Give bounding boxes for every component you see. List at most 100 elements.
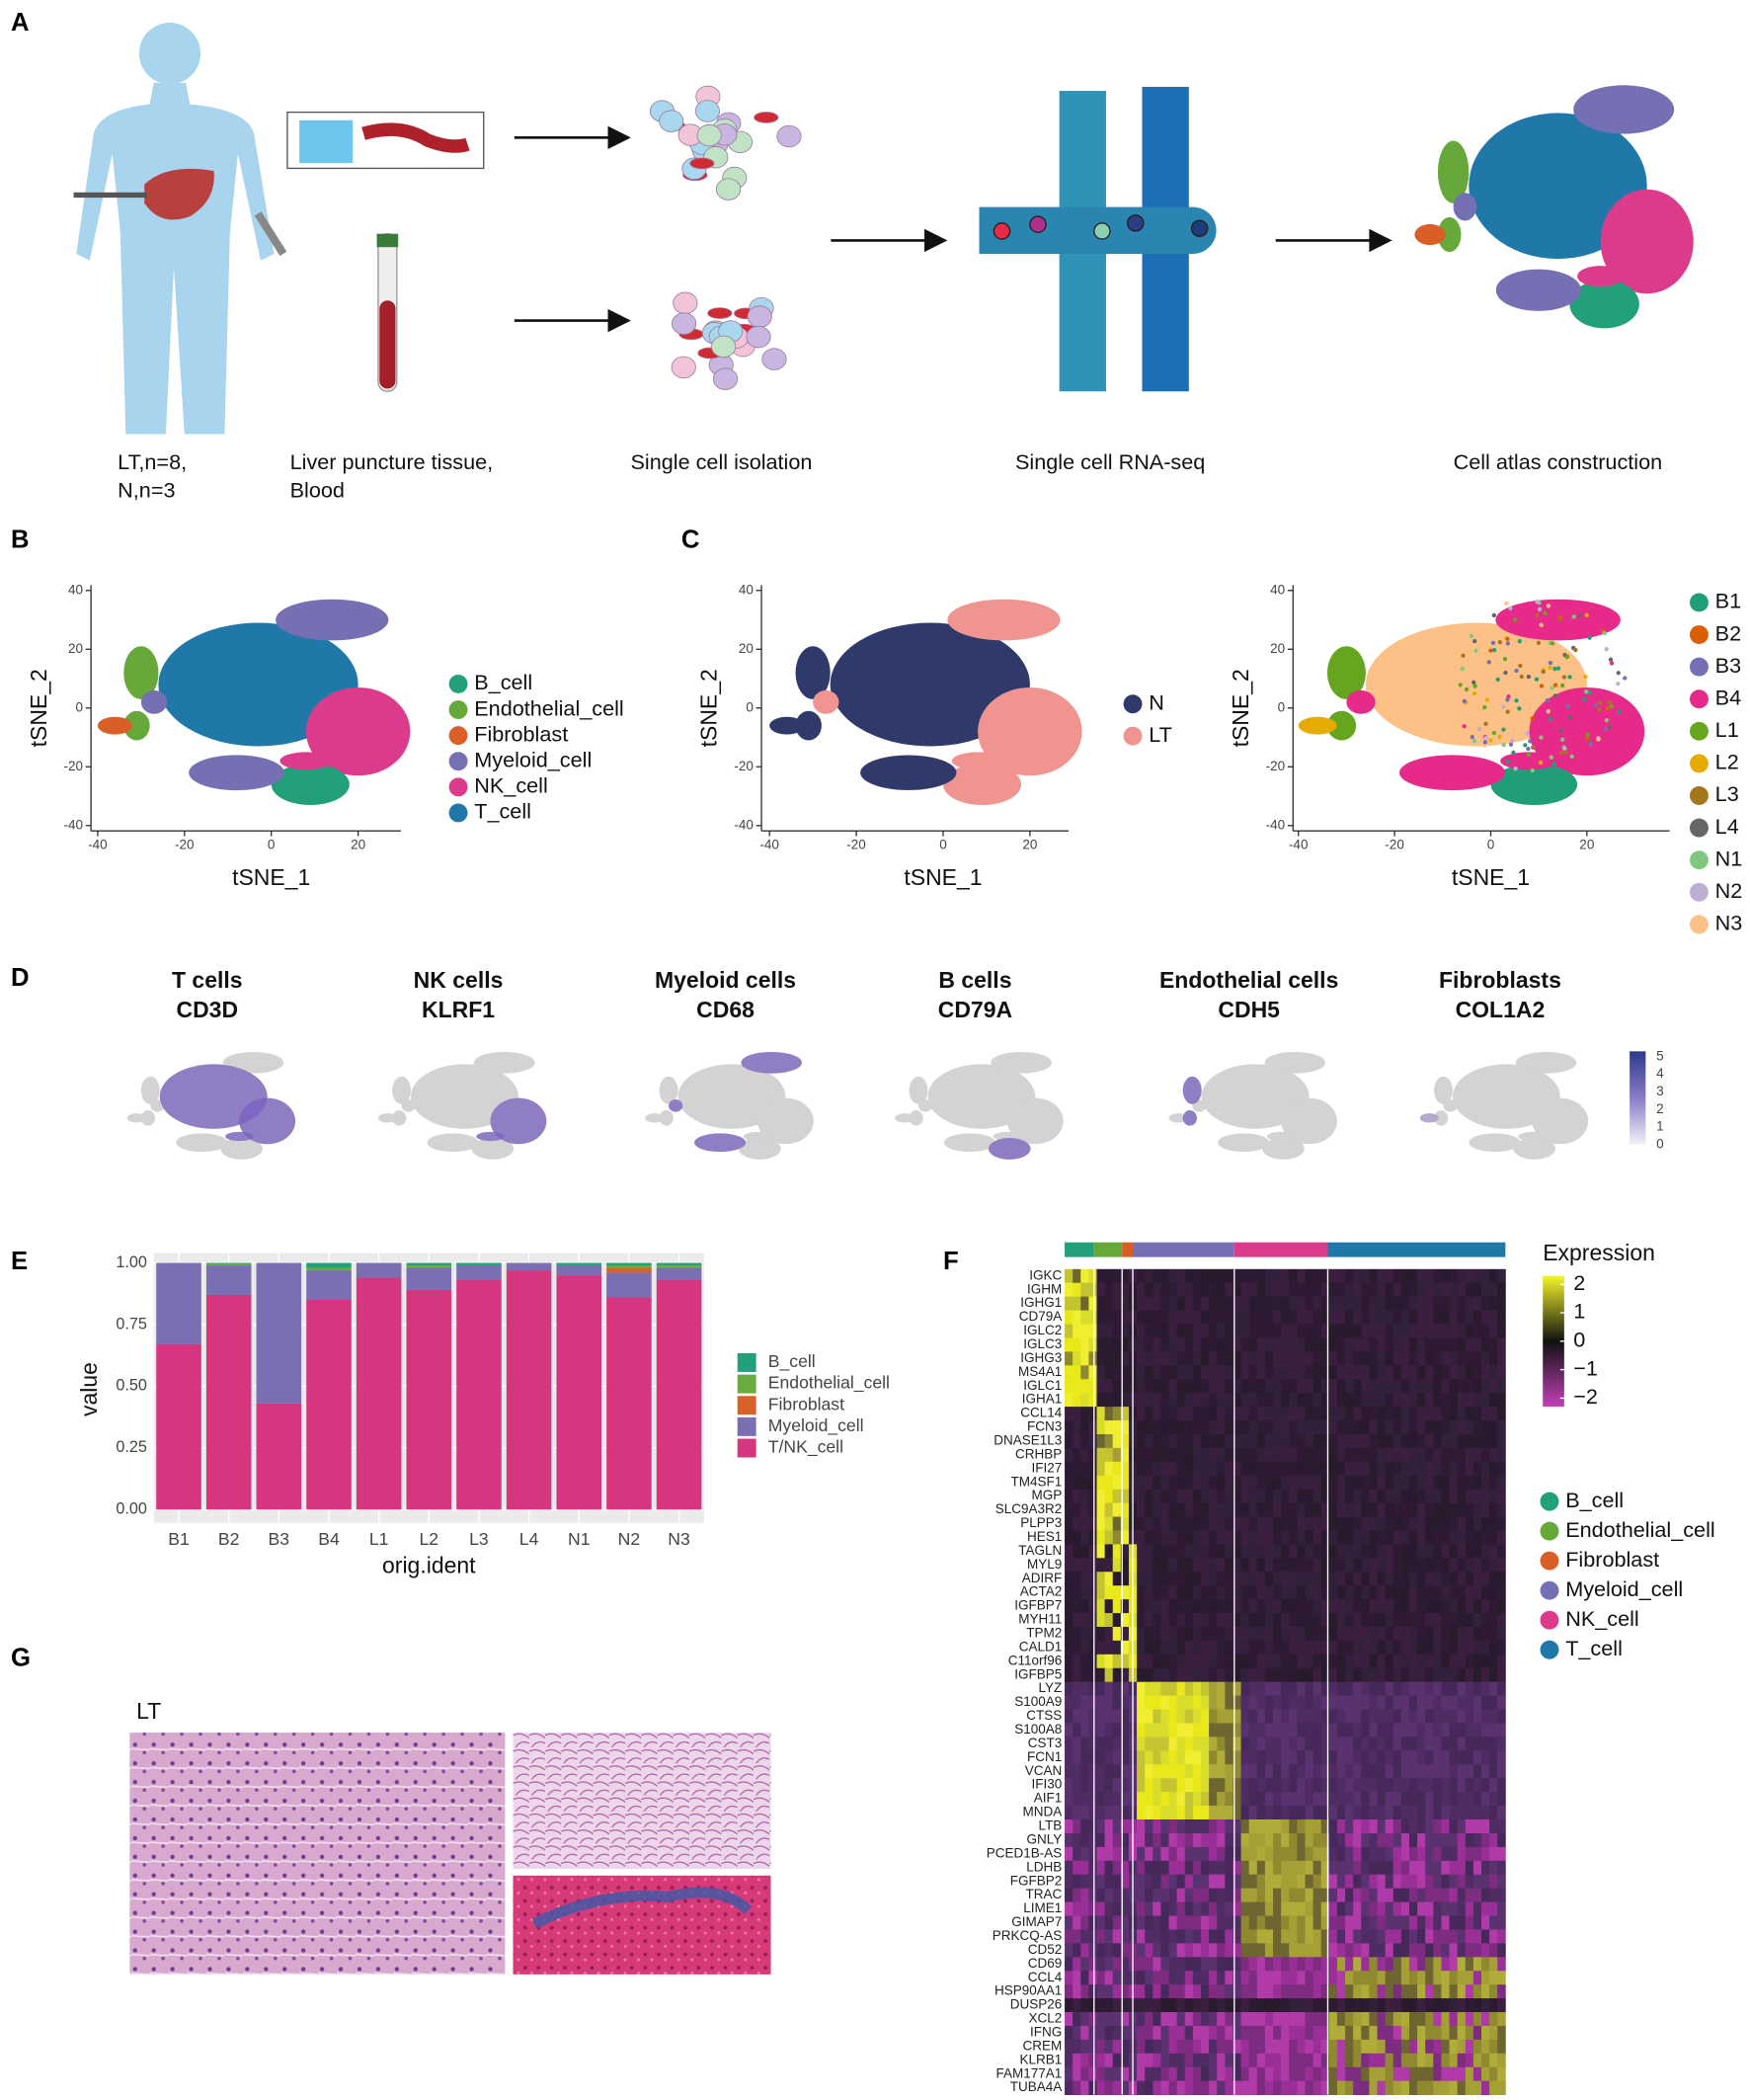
heatmap-cell	[1073, 2039, 1081, 2055]
heatmap-cell	[1256, 1407, 1266, 1421]
heatmap-cell	[1256, 1667, 1266, 1683]
heatmap-cell	[1336, 1667, 1346, 1683]
heatmap-cell	[1392, 1530, 1402, 1545]
heatmap-cell	[1328, 1310, 1338, 1325]
heatmap-cell	[1104, 1282, 1114, 1298]
heatmap-cell	[1240, 1681, 1250, 1697]
heatmap-cell	[1184, 1750, 1194, 1765]
heatmap-cell	[1176, 1613, 1186, 1628]
heatmap-cell	[1281, 1585, 1290, 1600]
heatmap-cell	[1441, 2053, 1450, 2068]
cell-dot	[1555, 666, 1561, 671]
heatmap-cell	[1281, 2025, 1290, 2041]
heatmap-cell	[1073, 1667, 1081, 1683]
heatmap-cell	[1457, 1365, 1467, 1380]
heatmap-cell	[1377, 1901, 1387, 1916]
heatmap-cell	[1472, 1599, 1482, 1614]
heatmap-cell	[1400, 1971, 1410, 1985]
heatmap-cell	[1441, 1599, 1450, 1614]
heatmap-cell	[1200, 1737, 1210, 1751]
heatmap-cell	[1369, 1888, 1378, 1902]
heatmap-cell	[1377, 1407, 1387, 1421]
x-tick-label: L1	[369, 1529, 389, 1549]
heatmap-cell	[1312, 1818, 1322, 1834]
heatmap-cell	[1289, 1502, 1298, 1517]
heatmap-cell	[1369, 1874, 1378, 1890]
heatmap-cell	[1200, 1365, 1210, 1380]
heatmap-cell	[1248, 1351, 1258, 1366]
heatmap-cell	[1465, 1530, 1474, 1545]
heatmap-cell	[1225, 1530, 1233, 1545]
heatmap-cell	[1472, 1971, 1482, 1985]
heatmap-cell	[1480, 1489, 1490, 1504]
heatmap-cell	[1209, 1681, 1218, 1697]
heatmap-cell	[1361, 2039, 1370, 2055]
heatmap-cell	[1377, 1544, 1387, 1559]
cluster	[476, 1131, 505, 1142]
heatmap-cell	[1457, 1489, 1467, 1504]
heatmap-cell	[1400, 1268, 1410, 1284]
heatmap-cell	[1328, 1998, 1338, 2013]
heatmap-cell	[1160, 1324, 1169, 1338]
heatmap-cell	[1497, 1818, 1506, 1834]
heatmap-cell	[1176, 1626, 1186, 1642]
heatmap-cell	[1176, 1888, 1186, 1902]
heatmap-cell	[1392, 1516, 1402, 1531]
heatmap-cell	[1353, 1433, 1362, 1449]
heatmap-cell	[1065, 1832, 1074, 1848]
heatmap-cell	[1120, 1447, 1130, 1463]
heatmap-cell	[1400, 1737, 1410, 1751]
gene-label: CD69	[1028, 1956, 1063, 1971]
heatmap-cell	[1297, 1681, 1306, 1697]
heatmap-cell	[1209, 1626, 1218, 1642]
heatmap-cell	[1080, 1337, 1089, 1352]
heatmap-cell	[1073, 2080, 1081, 2095]
heatmap-cell	[1120, 1407, 1130, 1421]
heatmap-cell	[1392, 1393, 1402, 1408]
heatmap-cell	[1273, 1599, 1282, 1614]
heatmap-cell	[1209, 1268, 1218, 1284]
heatmap-cell	[1273, 1544, 1282, 1559]
heatmap-cell	[1297, 1420, 1306, 1435]
heatmap-cell	[1480, 1723, 1490, 1737]
heatmap-cell	[1088, 1461, 1097, 1477]
heatmap-cell	[1176, 1737, 1186, 1751]
heatmap-cell	[1320, 1475, 1330, 1491]
heatmap-cell	[1256, 1613, 1266, 1628]
heatmap-cell	[1297, 1667, 1306, 1683]
heatmap-cell	[1400, 2080, 1410, 2095]
cluster	[1452, 1064, 1560, 1129]
heatmap-cell	[1305, 1407, 1313, 1421]
gene-label: MYL9	[1027, 1557, 1062, 1572]
heatmap-cell	[1273, 2053, 1282, 2068]
heatmap-cell	[1184, 1971, 1194, 1985]
heatmap-cell	[1233, 2025, 1241, 2041]
heatmap-cell	[1120, 1957, 1130, 1972]
heatmap-cell	[1264, 1943, 1274, 1958]
heatmap-cell	[1264, 1695, 1274, 1710]
heatmap-cell	[1088, 1888, 1097, 1902]
heatmap-cell	[1217, 1530, 1226, 1545]
x-tick-label: N1	[568, 1529, 590, 1549]
heatmap-cell	[1200, 1585, 1210, 1600]
feature-title: NK cells	[414, 967, 504, 993]
heatmap-cell	[1425, 1723, 1434, 1737]
heatmap-cell	[1441, 1846, 1450, 1862]
heatmap-cell	[1096, 1475, 1106, 1491]
heatmap-cell	[1441, 1516, 1450, 1531]
heatmap-cell	[1305, 2053, 1313, 2068]
heatmap-cell	[1441, 1695, 1450, 1710]
heatmap-cell	[1497, 1296, 1506, 1311]
heatmap-cell	[1281, 1667, 1290, 1683]
heatmap-cell	[1080, 2012, 1089, 2027]
feature-title: KLRF1	[422, 997, 495, 1022]
heatmap-cell	[1425, 1337, 1434, 1352]
heatmap-cell	[1160, 1502, 1169, 1517]
heatmap-cell	[1336, 1447, 1346, 1463]
heatmap-cell	[1145, 1407, 1153, 1421]
heatmap-cell	[1120, 1599, 1130, 1614]
heatmap-cell	[1472, 2025, 1482, 2041]
heatmap-cell	[1472, 2080, 1482, 2095]
cell-dot	[1550, 686, 1554, 690]
